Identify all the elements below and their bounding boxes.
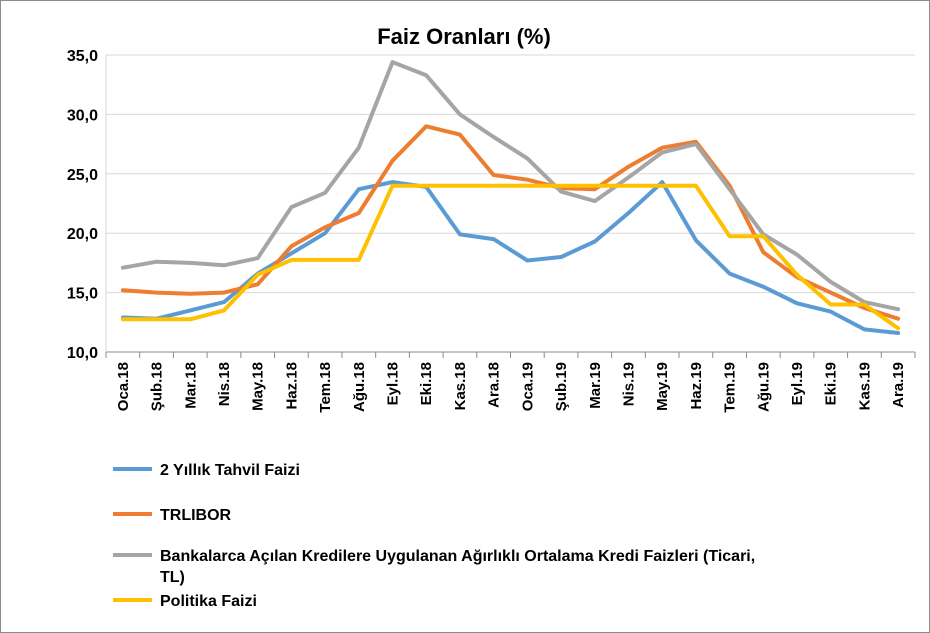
gridlines xyxy=(106,54,915,294)
x-tick-label: Eyl.19 xyxy=(789,362,806,405)
chart-title: Faiz Oranları (%) xyxy=(377,24,551,49)
y-tick-label: 35,0 xyxy=(67,48,98,65)
x-tick-label: Nis.18 xyxy=(216,362,233,406)
x-tick-label: Eyl.18 xyxy=(385,362,402,405)
x-tick-label: Kas.19 xyxy=(856,362,873,410)
series-lines xyxy=(120,60,901,335)
legend-label: TRLIBOR xyxy=(160,507,232,524)
y-tick-label: 10,0 xyxy=(67,345,98,362)
x-tick-label: Ağu.18 xyxy=(351,362,368,412)
x-tick-label: Nis.19 xyxy=(620,362,637,406)
y-tick-label: 30,0 xyxy=(67,107,98,124)
x-tick-label: Haz.18 xyxy=(283,362,300,410)
legend: 2 Yıllık Tahvil Faizi TRLIBOR Bankalarca A… xyxy=(113,462,755,610)
x-tick-label: Mar.18 xyxy=(182,362,199,409)
legend-label: Politika Faizi xyxy=(160,593,257,610)
legend-label: TL) xyxy=(160,569,185,586)
x-tick-label: Ağu.19 xyxy=(755,362,772,412)
x-tick-label: Haz.19 xyxy=(688,362,705,410)
y-axis-ticks: 10,0 15,0 20,0 25,0 30,0 35,0 xyxy=(67,48,98,362)
x-axis-ticks: Oca.18 Şub.18 Mar.18 Nis.18 May.18 Haz.18 Tem.… xyxy=(115,362,907,413)
x-tick-label: Eki.18 xyxy=(418,362,435,405)
x-tick-label: Kas.18 xyxy=(452,362,469,410)
x-tick-label: May.19 xyxy=(654,362,671,411)
x-tick-label: Tem.18 xyxy=(317,362,334,413)
x-tick-label: Ara.19 xyxy=(890,362,907,408)
x-tick-label: Ara.18 xyxy=(486,362,503,408)
y-tick-label: 15,0 xyxy=(67,286,98,303)
x-tick-label: Şub.19 xyxy=(553,362,570,411)
series-line-4 xyxy=(120,183,901,331)
x-tick-label: Eki.19 xyxy=(823,362,840,405)
x-tick-label: Mar.19 xyxy=(587,362,604,409)
y-tick-label: 20,0 xyxy=(67,226,98,243)
x-tick-label: Tem.19 xyxy=(722,362,739,413)
legend-label: 2 Yıllık Tahvil Faizi xyxy=(160,462,300,479)
x-tick-label: Oca.18 xyxy=(115,362,132,411)
x-tick-label: Oca.19 xyxy=(519,362,536,411)
x-tick-label: Şub.18 xyxy=(149,362,166,411)
legend-label: Bankalarca Açılan Kredilere Uygulanan Ağ… xyxy=(160,548,755,565)
axes xyxy=(105,55,916,358)
series-line-3 xyxy=(120,60,901,312)
y-tick-label: 25,0 xyxy=(67,167,98,184)
series-line-2 xyxy=(120,124,901,321)
x-tick-label: May.18 xyxy=(250,362,267,411)
